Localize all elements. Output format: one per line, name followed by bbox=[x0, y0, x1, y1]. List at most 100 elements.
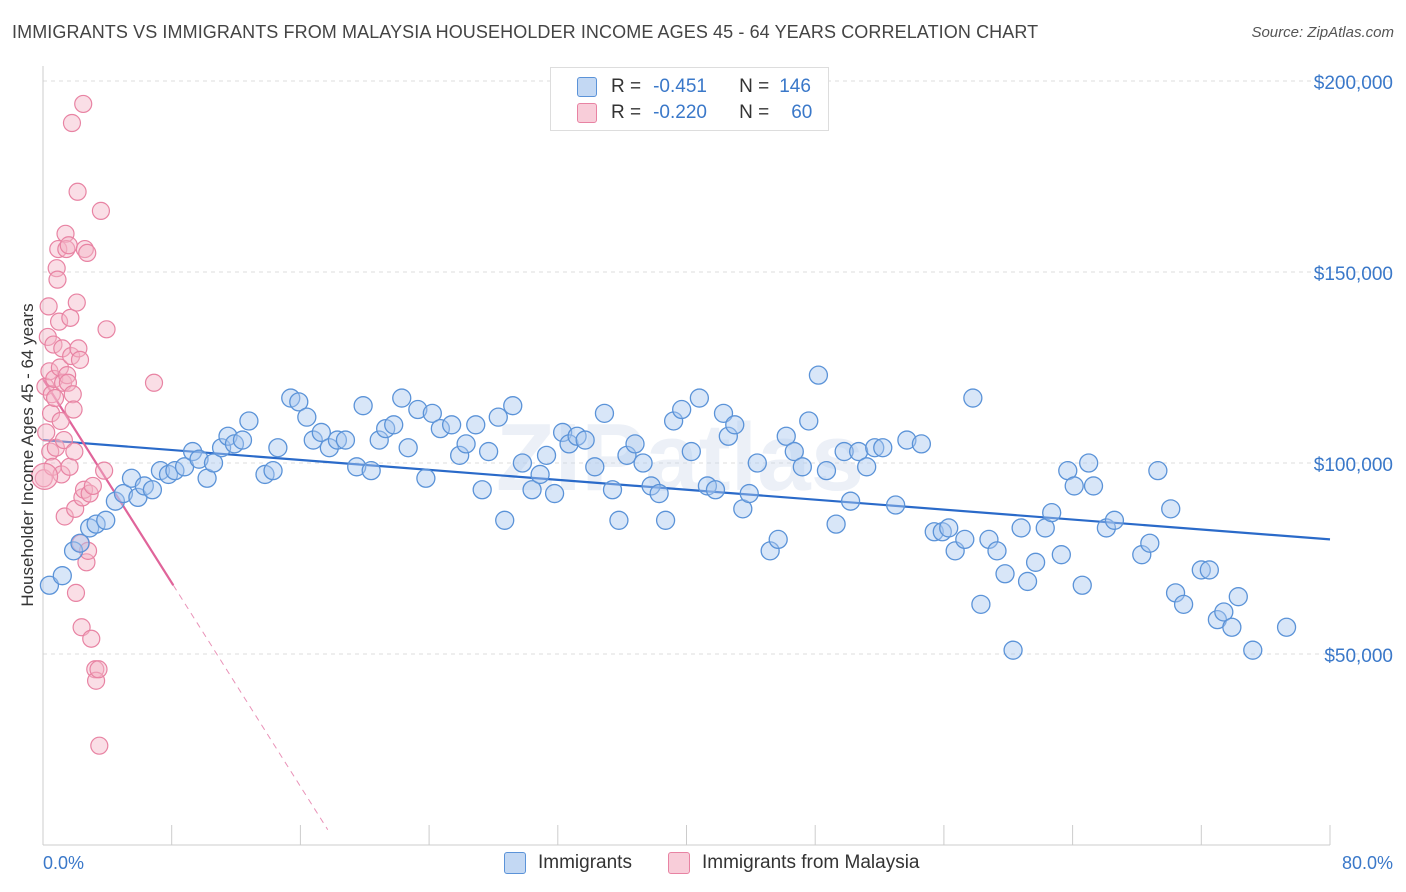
immigrants-point bbox=[536, 445, 557, 466]
immigrants-point bbox=[361, 460, 381, 481]
immigrants-point bbox=[39, 575, 60, 595]
immigrants-point bbox=[559, 434, 579, 454]
immigrants-point bbox=[488, 407, 508, 427]
immigrants-point bbox=[478, 441, 499, 462]
immigrants-point bbox=[1072, 575, 1092, 595]
immigrants-point bbox=[289, 392, 309, 412]
immigrants-point bbox=[384, 415, 404, 435]
immigrants-point bbox=[232, 430, 253, 450]
immigrants-point bbox=[512, 453, 533, 473]
immigrants-point bbox=[776, 426, 796, 446]
immigrants-point bbox=[768, 529, 788, 550]
immigrants-point bbox=[594, 403, 615, 423]
immigrants-trend-line bbox=[42, 438, 1331, 541]
immigrants-point bbox=[369, 430, 389, 450]
immigrants-point bbox=[971, 594, 991, 614]
chart-source: Source: ZipAtlas.com bbox=[1251, 24, 1394, 41]
immigrants-point bbox=[848, 441, 869, 462]
legend-swatch-blue bbox=[504, 852, 526, 874]
immigrants-point bbox=[625, 434, 645, 454]
immigrants-point bbox=[1191, 560, 1211, 580]
malaysia-point bbox=[144, 373, 164, 392]
immigrants-point bbox=[63, 541, 84, 561]
legend-r-label: R = bbox=[611, 76, 642, 97]
immigrants-point bbox=[495, 510, 515, 530]
immigrants-point bbox=[165, 460, 185, 481]
legend-r-label: R = bbox=[611, 102, 642, 123]
immigrants-point bbox=[1214, 602, 1234, 622]
malaysia-point bbox=[60, 457, 79, 476]
malaysia-point bbox=[56, 224, 75, 243]
immigrants-point bbox=[1104, 510, 1125, 530]
immigrants-point bbox=[1051, 545, 1071, 565]
legend-label: Immigrants from Malaysia bbox=[702, 852, 920, 873]
scatter-points bbox=[31, 94, 1297, 755]
immigrants-point bbox=[681, 441, 701, 462]
immigrants-point bbox=[1161, 499, 1181, 519]
malaysia-point bbox=[61, 308, 80, 327]
immigrants-point bbox=[585, 457, 605, 477]
malaysia-point bbox=[83, 476, 102, 496]
malaysia-point bbox=[45, 388, 65, 408]
immigrants-point bbox=[1003, 640, 1023, 660]
immigrants-point bbox=[522, 480, 542, 500]
malaysia-point bbox=[54, 430, 74, 450]
immigrants-point bbox=[672, 399, 692, 420]
immigrants-point bbox=[327, 430, 348, 450]
malaysia-point bbox=[58, 373, 78, 392]
malaysia-point bbox=[86, 671, 106, 690]
immigrants-point bbox=[1042, 503, 1062, 523]
chart-title: IMMIGRANTS VS IMMIGRANTS FROM MALAYSIA H… bbox=[12, 22, 1039, 42]
malaysia-point bbox=[78, 243, 97, 262]
immigrants-point bbox=[641, 476, 661, 496]
immigrants-point bbox=[885, 495, 906, 515]
malaysia-point bbox=[74, 94, 93, 114]
x-tick-label-min: 0.0% bbox=[43, 853, 84, 873]
bottom-legend-immigrants: Immigrants bbox=[504, 852, 632, 874]
immigrants-point bbox=[718, 426, 738, 446]
immigrants-point bbox=[1140, 533, 1160, 553]
malaysia-trend-extension bbox=[172, 584, 329, 830]
immigrants-point bbox=[840, 491, 861, 511]
immigrants-point bbox=[189, 449, 209, 469]
immigrants-point bbox=[422, 403, 442, 423]
immigrants-point bbox=[347, 457, 367, 477]
immigrants-point bbox=[303, 430, 323, 450]
correlation-legend: R = -0.451 N = 146 R = -0.220 N = 60 bbox=[550, 67, 829, 131]
immigrants-point bbox=[649, 483, 669, 504]
legend-label: Immigrants bbox=[538, 852, 632, 873]
malaysia-point bbox=[77, 553, 96, 572]
immigrants-point bbox=[203, 453, 224, 473]
immigrants-point bbox=[530, 464, 550, 485]
immigrants-point bbox=[268, 438, 288, 458]
legend-row-malaysia: R = -0.220 N = 60 bbox=[577, 101, 812, 125]
immigrants-point bbox=[353, 396, 373, 416]
immigrants-point bbox=[1064, 476, 1084, 496]
immigrants-point bbox=[834, 441, 854, 462]
immigrants-point bbox=[466, 415, 486, 435]
malaysia-point bbox=[64, 400, 83, 419]
immigrants-point bbox=[995, 564, 1015, 584]
legend-r-value: -0.451 bbox=[653, 76, 707, 97]
immigrants-point bbox=[456, 434, 476, 454]
immigrants-point bbox=[335, 430, 356, 450]
immigrants-point bbox=[1243, 640, 1263, 660]
immigrants-point bbox=[450, 445, 470, 466]
immigrants-point bbox=[739, 483, 759, 504]
immigrants-point bbox=[1096, 518, 1117, 538]
malaysia-point bbox=[67, 293, 86, 312]
y-tick-labels: $50,000 $100,000 $150,000 $200,000 bbox=[1314, 73, 1393, 667]
immigrants-point bbox=[1017, 571, 1038, 592]
legend-n-label: N = bbox=[739, 102, 770, 123]
immigrants-point bbox=[1199, 560, 1219, 580]
immigrants-point bbox=[239, 411, 259, 431]
malaysia-point bbox=[63, 385, 82, 404]
immigrants-point bbox=[113, 483, 134, 504]
immigrants-point bbox=[1011, 518, 1031, 538]
immigrants-point bbox=[816, 460, 837, 481]
malaysia-point bbox=[55, 507, 74, 526]
malaysia-point bbox=[59, 236, 78, 255]
immigrants-point bbox=[392, 388, 412, 408]
immigrants-point bbox=[963, 388, 983, 408]
